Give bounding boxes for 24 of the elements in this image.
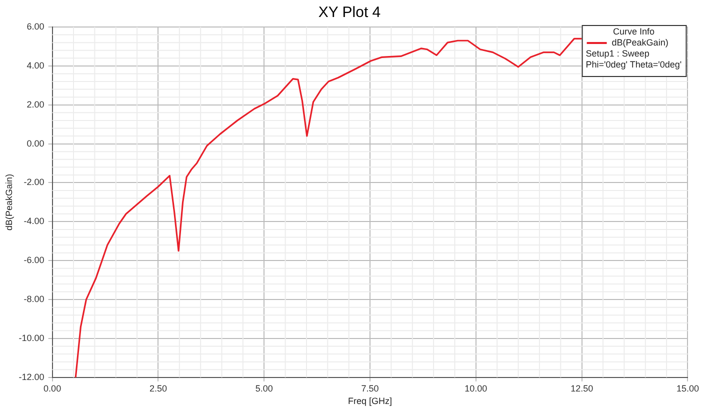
- y-tick-label: 6.00: [26, 21, 44, 32]
- y-tick-label: -8.00: [24, 294, 44, 304]
- annotation: Phi='0deg' Theta='0deg': [586, 59, 682, 70]
- y-tick-label: 4.00: [26, 60, 44, 70]
- x-tick-label: 5.00: [255, 383, 273, 394]
- y-tick-label: -4.00: [24, 216, 44, 226]
- chart-title: XY Plot 4: [318, 4, 381, 22]
- y-tick-label: 2.00: [26, 99, 44, 110]
- y-tick-label: 0.00: [26, 138, 44, 148]
- y-tick-label: -6.00: [24, 255, 44, 266]
- y-axis-title: dB(PeakGain): [4, 174, 14, 230]
- x-tick-label: 0.00: [44, 383, 62, 394]
- x-tick-label: 12.50: [570, 383, 594, 394]
- x-tick-label: 2.50: [149, 383, 167, 394]
- x-tick-label: 10.00: [464, 383, 488, 394]
- annotation: Setup1 : Sweep: [586, 48, 650, 58]
- y-tick-label: -10.00: [18, 332, 44, 343]
- legend-label: dB(PeakGain): [612, 37, 668, 48]
- legend-title: Curve Info: [613, 26, 655, 36]
- x-axis-title: Freq [GHz]: [348, 396, 392, 406]
- y-tick-label: -12.00: [18, 372, 44, 382]
- x-tick-label: 15.00: [676, 383, 700, 394]
- x-tick-label: 7.50: [361, 383, 379, 394]
- y-tick-label: -2.00: [24, 177, 44, 188]
